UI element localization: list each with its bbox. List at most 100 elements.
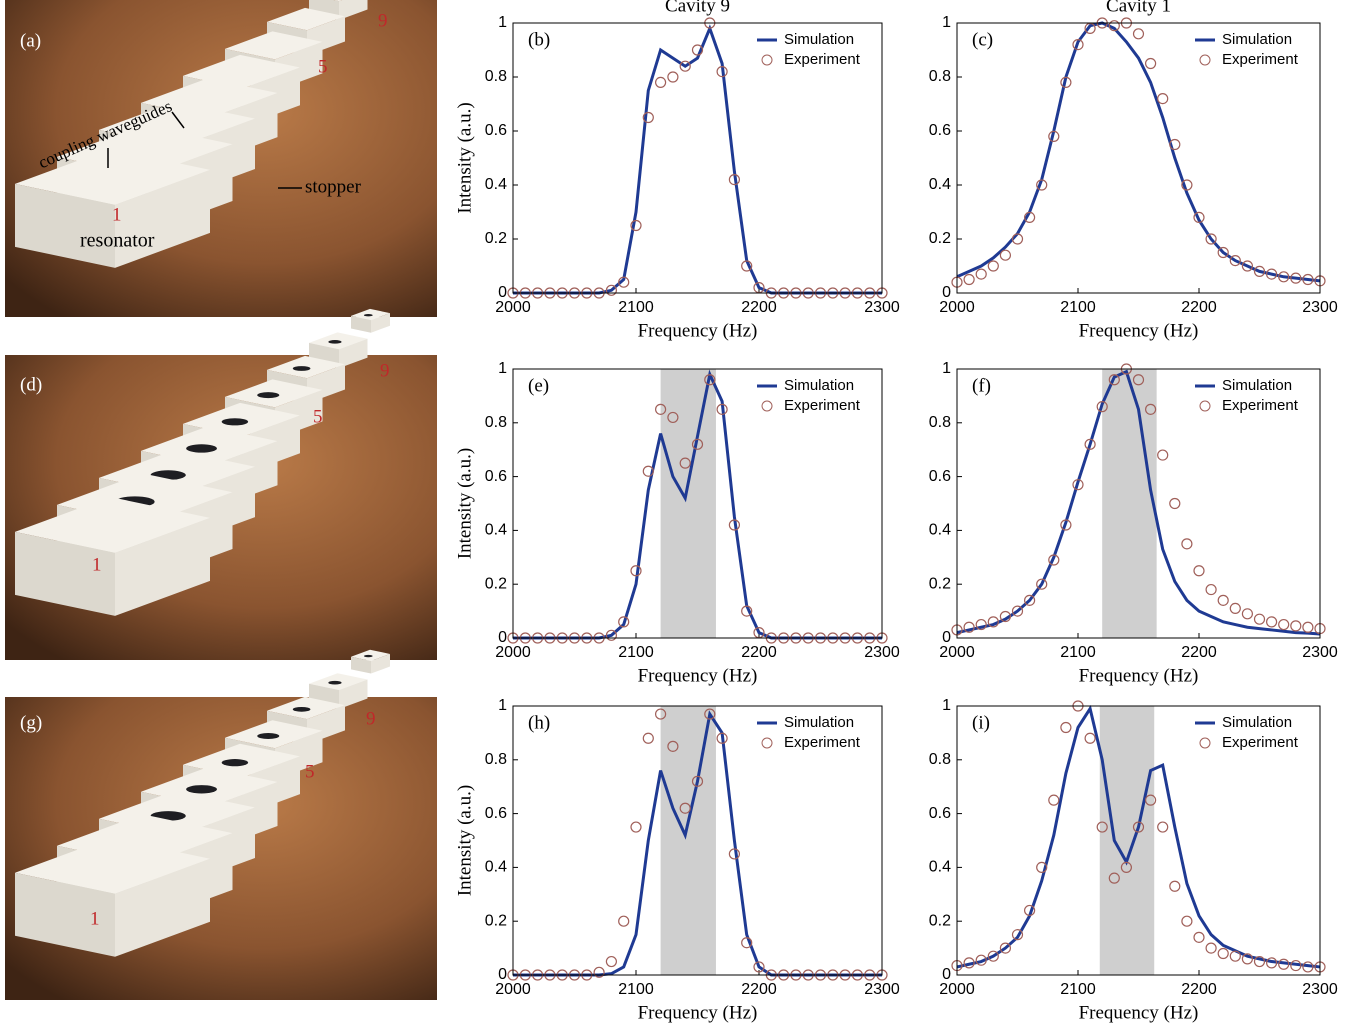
experiment-point [605,284,618,296]
experiment-point [1181,179,1193,191]
experiment-point [605,955,618,968]
experiment-point [1241,260,1254,272]
experiment-point [999,249,1012,261]
experiment-point [1048,554,1060,566]
experiment-point [1072,38,1084,51]
cavity-side [15,872,115,957]
experiment-point [1157,821,1169,833]
chart: 2000 2100 2200 2300 0 0.2 0.4 0.6 0.8 1 Frequency … [454,697,900,1023]
clay-load [221,759,249,767]
experiment-point [667,71,679,83]
experiment-point [1023,594,1036,606]
experiment-point [1229,255,1241,267]
experiment-point [1132,821,1145,833]
y-tick-label: 0 [498,284,507,301]
y-tick-label: 0.8 [485,414,507,431]
legend-swatch [1199,54,1211,66]
cavity-front [371,313,390,333]
panel-label: (b) [528,29,550,50]
experiment-point [1253,613,1266,625]
experiment-point [1084,732,1096,744]
x-axis-label: Frequency (Hz) [1079,1002,1199,1023]
clay-load [328,340,342,344]
experiment-point [1193,211,1205,223]
experiment-point [1060,519,1072,531]
y-tick-label: 0.6 [485,122,507,139]
experiment-point [1302,621,1314,633]
callout: resonator [80,230,155,252]
clay-load [257,392,280,399]
experiment-point [1290,959,1302,972]
experiment-point [1144,794,1157,806]
experiment-point [1072,479,1084,491]
y-axis-label: Intensity (a.u.) [454,102,475,213]
experiment-point [704,374,716,386]
experiment-point [1241,608,1254,620]
chart-title: Cavity 9 [665,0,730,16]
panel-label: (e) [528,375,549,396]
experiment-point [1108,872,1120,884]
y-tick-label: 0.6 [929,468,951,485]
experiment-point [1290,272,1302,284]
experiment-point [1157,92,1169,105]
cavity-front [115,858,210,957]
chart-title: Cavity 1 [1106,0,1171,16]
legend-label: Experiment [1222,397,1299,414]
experiment-point [667,740,679,752]
legend-swatch [761,737,773,749]
y-tick-label: 0.4 [929,522,951,539]
cavity-number: 9 [378,10,388,31]
experiment-point [728,519,741,531]
experiment-point [1253,265,1266,277]
cavity-side [15,183,115,268]
experiment-point [975,618,987,631]
experiment-point [691,438,704,450]
y-tick-label: 0 [498,966,507,983]
cavity-top [15,496,210,553]
experiment-point [741,605,753,617]
y-tick-label: 0.8 [929,68,951,85]
experiment-point [1108,20,1120,32]
panel-label: (a) [20,30,41,51]
cavity-number: 1 [92,554,102,575]
experiment-point [1157,449,1169,461]
cavity-number: 1 [90,908,100,929]
experiment-point [1217,594,1229,606]
experiment-point [716,732,728,744]
y-axis-label: Intensity (a.u.) [454,448,475,559]
chart: 2000 2100 2200 2300 0 0.2 0.4 0.6 0.8 1 Frequency … [929,697,1338,1023]
x-tick-label: 2100 [618,299,654,316]
experiment-point [1193,565,1205,577]
experiment-point [963,621,975,633]
shaded-band [1102,369,1157,638]
panel-label: (f) [972,375,991,396]
chart: 2000 2100 2200 2300 0 0.2 0.4 0.6 0.8 1 Frequency … [929,0,1338,341]
experiment-point [642,732,654,744]
axes-frame [512,22,883,294]
experiment-point [963,273,975,286]
x-tick-label: 2000 [939,981,975,998]
x-tick-label: 2300 [1302,981,1338,998]
experiment-point [1205,583,1217,596]
x-tick-label: 2200 [1181,981,1217,998]
experiment-point [1169,138,1181,151]
experiment-point [1229,950,1241,962]
experiment-point [1011,605,1024,617]
x-axis-label: Frequency (Hz) [1079,665,1199,686]
axes-frame [956,705,1321,976]
axes-frame [512,368,883,639]
experiment-point [593,966,605,978]
y-tick-label: 0 [942,629,951,646]
x-tick-label: 2200 [741,981,777,998]
clay-load [328,680,342,685]
experiment-point [1278,271,1290,283]
simulation-line [956,704,1321,969]
y-tick-label: 0 [498,629,507,646]
cavity-number: 1 [112,204,122,225]
y-tick-label: 0.4 [929,859,951,876]
experiment-point [975,268,987,280]
photos [5,0,437,1000]
experiment-point [1217,246,1229,259]
x-tick-label: 2000 [495,644,531,661]
x-tick-label: 2200 [1181,299,1217,316]
